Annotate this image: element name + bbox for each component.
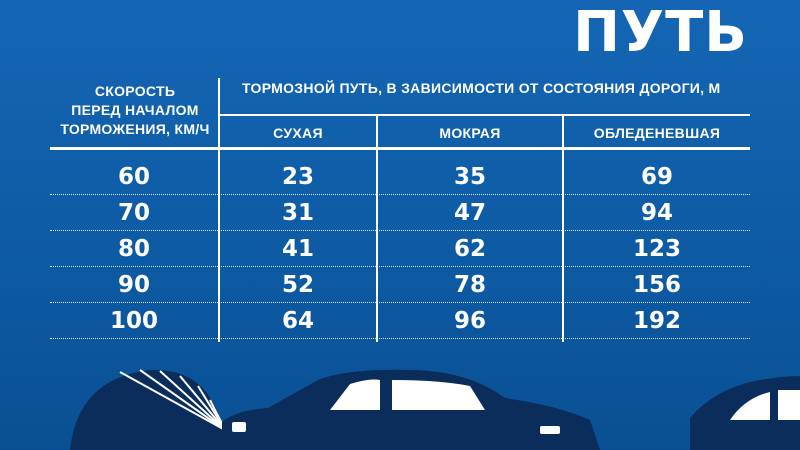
speed-cell: 80 — [117, 236, 150, 262]
column-header-icy: ОБЛЕДЕНЕВШАЯ — [593, 125, 721, 141]
column-header-dry: СУХАЯ — [273, 125, 323, 141]
table-row: 80 41 62 123 — [50, 230, 750, 267]
column-divider-speed — [218, 78, 220, 342]
table-row: 100 64 96 192 — [50, 302, 750, 339]
icy-cell: 192 — [632, 308, 681, 334]
speed-header-line-2: ПЕРЕД НАЧАЛОМ — [71, 102, 199, 118]
wet-cell: 47 — [453, 200, 486, 226]
speed-cell: 90 — [117, 272, 150, 298]
table-row: 70 31 47 94 — [50, 194, 750, 231]
speed-cell: 70 — [117, 200, 150, 226]
speed-cell: 100 — [109, 308, 158, 334]
speed-header-line-3: ТОРМОЖЕНИЯ, КМ/Ч — [60, 121, 210, 137]
page-title: ПУТЬ — [573, 0, 748, 65]
header-divider — [220, 114, 750, 116]
dry-cell: 31 — [281, 200, 314, 226]
speed-column-header: СКОРОСТЬ ПЕРЕД НАЧАЛОМ ТОРМОЖЕНИЯ, КМ/Ч — [50, 82, 220, 139]
wet-cell: 78 — [453, 272, 486, 298]
icy-cell: 69 — [640, 164, 673, 190]
dry-cell: 64 — [281, 308, 314, 334]
braking-distance-header: ТОРМОЗНОЙ ПУТЬ, В ЗАВИСИМОСТИ ОТ СОСТОЯН… — [242, 80, 721, 96]
table-row: 60 23 35 69 — [50, 158, 750, 195]
column-divider-wet — [562, 114, 564, 342]
braking-cars-illustration — [70, 369, 800, 450]
wet-cell: 96 — [453, 308, 486, 334]
dry-cell: 23 — [281, 164, 314, 190]
wet-cell: 35 — [453, 164, 486, 190]
icy-cell: 156 — [632, 272, 681, 298]
header-bottom-divider — [50, 147, 750, 150]
icy-cell: 123 — [632, 236, 681, 262]
car-icon — [690, 376, 800, 450]
column-header-wet: МОКРАЯ — [439, 125, 501, 141]
icy-cell: 94 — [640, 200, 673, 226]
column-divider-dry — [376, 114, 378, 342]
wet-cell: 62 — [453, 236, 486, 262]
speed-header-line-1: СКОРОСТЬ — [94, 83, 176, 99]
table-row: 90 52 78 156 — [50, 266, 750, 303]
speed-cell: 60 — [117, 164, 150, 190]
dry-cell: 41 — [281, 236, 314, 262]
car-icon — [222, 369, 600, 450]
parachute-icon — [70, 369, 228, 450]
dry-cell: 52 — [281, 272, 314, 298]
